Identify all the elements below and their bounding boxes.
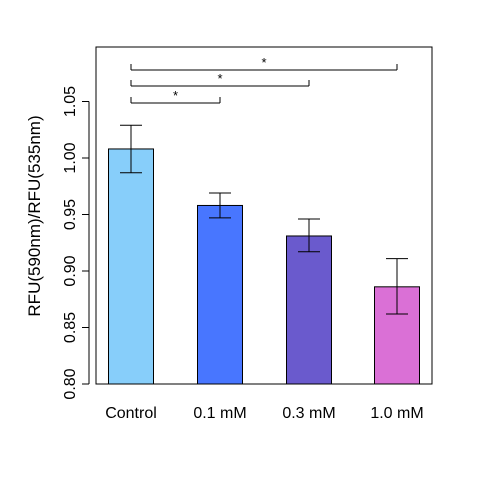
y-axis: 0.80 0.85 0.90 0.95 1.00 1.05: [62, 86, 90, 400]
x-tick-label-1: 0.1 mM: [193, 405, 246, 422]
error-bars-layer: [120, 124, 408, 315]
significance-layer: * * *: [130, 55, 398, 104]
x-tick-label-3: 1.0 mM: [370, 405, 423, 422]
error-bar-3: [386, 258, 408, 315]
x-tick-label-2: 0.3 mM: [282, 405, 335, 422]
significance-bracket-1: *: [130, 71, 310, 87]
significance-bracket-2: *: [130, 55, 398, 71]
error-bar-1: [209, 192, 231, 219]
significance-label-0: *: [173, 88, 178, 103]
bars-layer: [108, 148, 420, 385]
y-axis-label: RFU(590nm)/RFU(535nm): [25, 115, 44, 316]
x-tick-label-0: Control: [105, 405, 157, 422]
bar-2: [286, 235, 332, 385]
y-tick-label-4: 1.00: [62, 142, 79, 173]
y-tick-label-5: 1.05: [62, 86, 79, 117]
significance-bracket-0: *: [130, 88, 221, 104]
error-bar-2: [298, 218, 320, 253]
significance-label-1: *: [217, 71, 222, 86]
y-tick-label-1: 0.85: [62, 312, 79, 343]
error-bar-0: [120, 124, 142, 174]
plot-frame: [95, 46, 433, 385]
bar-1: [197, 204, 243, 385]
y-tick-label-0: 0.80: [62, 368, 79, 399]
y-tick-label-3: 0.95: [62, 199, 79, 230]
y-tick-label-2: 0.90: [62, 255, 79, 286]
bar-0: [108, 148, 154, 385]
significance-label-2: *: [261, 55, 266, 70]
x-axis: Control 0.1 mM 0.3 mM 1.0 mM: [105, 405, 423, 422]
